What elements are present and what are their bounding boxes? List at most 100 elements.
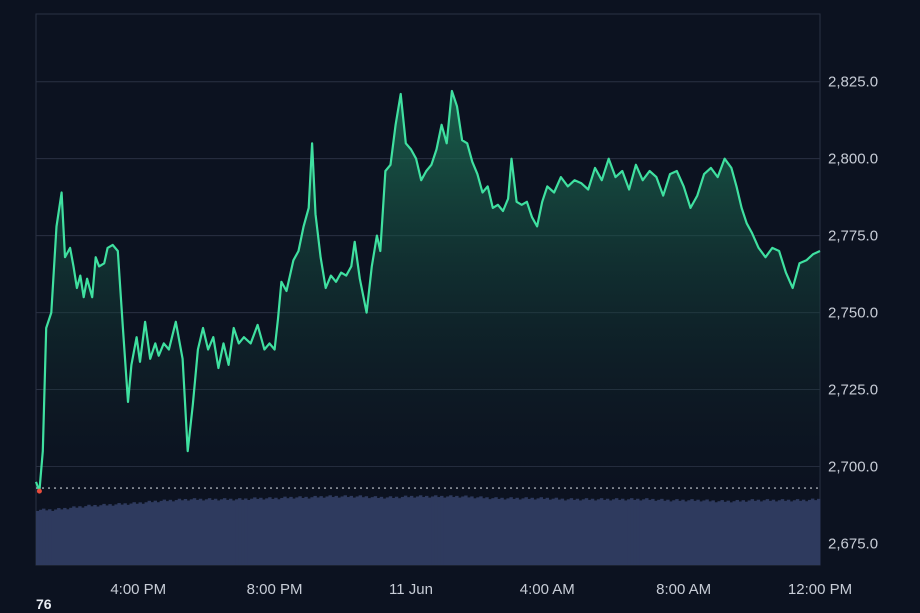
- volume-bar: [171, 501, 176, 565]
- volume-bar: [72, 506, 76, 565]
- volume-bar: [464, 495, 468, 565]
- volume-bar: [711, 500, 715, 565]
- volume-bar: [322, 497, 326, 565]
- volume-bar: [123, 503, 127, 565]
- volume-bar: [406, 497, 411, 565]
- volume-bar: [639, 500, 643, 565]
- volume-bar: [557, 499, 562, 565]
- volume-bar: [259, 497, 263, 565]
- volume-bar: [461, 496, 465, 565]
- volume-bar: [186, 500, 191, 565]
- volume-bar: [412, 497, 417, 565]
- volume-bar: [295, 497, 299, 565]
- volume-bar: [331, 497, 335, 565]
- volume-bar: [654, 500, 658, 565]
- volume-bar: [660, 498, 664, 565]
- y-axis-ticks: 2,675.0 2,700.0 2,725.0 2,750.0 2,775.0 2,800…: [828, 74, 878, 553]
- volume-bar: [590, 498, 595, 565]
- volume-bar: [672, 500, 676, 565]
- volume-bar: [192, 498, 197, 565]
- volume-bar: [418, 495, 423, 565]
- volume-bar: [548, 499, 553, 565]
- volume-bar: [801, 499, 806, 565]
- volume-bar: [256, 498, 260, 565]
- volume-bar: [491, 498, 495, 565]
- volume-bar: [361, 497, 366, 565]
- volume-bar: [431, 496, 435, 565]
- volume-bar: [195, 499, 200, 565]
- volume-bar: [720, 500, 724, 565]
- x-axis-ticks: 4:00 PM 8:00 PM 11 Jun 4:00 AM 8:00 AM 12:00 …: [110, 581, 852, 598]
- volume-bar: [304, 496, 308, 565]
- volume-bar: [651, 498, 655, 565]
- volume-bar: [105, 505, 109, 565]
- volume-bar: [756, 499, 761, 565]
- volume-bar: [515, 497, 519, 565]
- volume-bar: [702, 500, 706, 565]
- volume-bar: [189, 499, 194, 565]
- volume-bar: [292, 498, 296, 565]
- volume-bar: [705, 499, 709, 565]
- volume-bar: [518, 499, 522, 565]
- volume-bar: [54, 509, 58, 565]
- volume-bar: [750, 499, 755, 565]
- volume-bar: [446, 496, 450, 565]
- y-tick-label: 2,775.0: [828, 228, 878, 245]
- volume-bar: [666, 499, 670, 565]
- volume-bar: [144, 502, 148, 565]
- volume-bar: [810, 498, 815, 565]
- volume-bar: [379, 496, 384, 565]
- volume-bar: [506, 498, 510, 565]
- volume-bar: [798, 500, 803, 565]
- volume-bar: [575, 498, 580, 565]
- volume-bar: [524, 497, 528, 565]
- volume-bar: [726, 500, 730, 565]
- volume-bar: [168, 499, 173, 565]
- volume-bar: [319, 496, 323, 565]
- volume-bar: [337, 497, 341, 565]
- volume-bar: [132, 502, 136, 565]
- volume-bar: [367, 498, 372, 565]
- volume-bar: [102, 503, 106, 565]
- volume-bar: [51, 510, 55, 565]
- volume-bar: [346, 497, 350, 565]
- volume-bar: [268, 497, 272, 565]
- volume-bar: [560, 498, 565, 565]
- volume-bar: [732, 501, 736, 565]
- volume-bar: [512, 498, 516, 565]
- volume-bar: [690, 499, 694, 565]
- price-area-fill: [36, 91, 820, 492]
- volume-bar: [482, 498, 486, 565]
- volume-bar: [66, 509, 70, 565]
- volume-bar: [536, 498, 540, 565]
- y-tick-label: 2,725.0: [828, 382, 878, 399]
- volume-bar: [627, 499, 631, 565]
- volume-bar: [687, 500, 691, 565]
- volume-bar: [440, 495, 444, 565]
- volume-bar: [36, 510, 40, 565]
- volume-bar: [804, 501, 809, 565]
- volume-bar: [554, 497, 559, 565]
- volume-bar: [45, 510, 49, 565]
- volume-bar: [630, 498, 634, 565]
- volume-bar: [141, 503, 145, 565]
- volume-bar: [63, 507, 67, 565]
- y-tick-label: 2,825.0: [828, 74, 878, 91]
- y-tick-label: 2,675.0: [828, 535, 878, 552]
- volume-bar: [642, 499, 646, 565]
- volume-bar: [165, 501, 170, 565]
- volume-bar: [60, 509, 64, 565]
- volume-bar: [494, 497, 498, 565]
- x-tick-label: 8:00 AM: [656, 581, 711, 598]
- volume-bar: [289, 496, 293, 565]
- volume-bar: [795, 499, 800, 565]
- volume-bar: [675, 499, 679, 565]
- price-line: [34, 89, 821, 493]
- volume-bar: [204, 499, 209, 565]
- volume-bar: [382, 498, 387, 565]
- volume-bar: [219, 499, 224, 565]
- volume-bar: [813, 500, 818, 565]
- volume-bar: [566, 499, 571, 565]
- volume-bar: [807, 499, 812, 565]
- volume-bar: [253, 497, 257, 565]
